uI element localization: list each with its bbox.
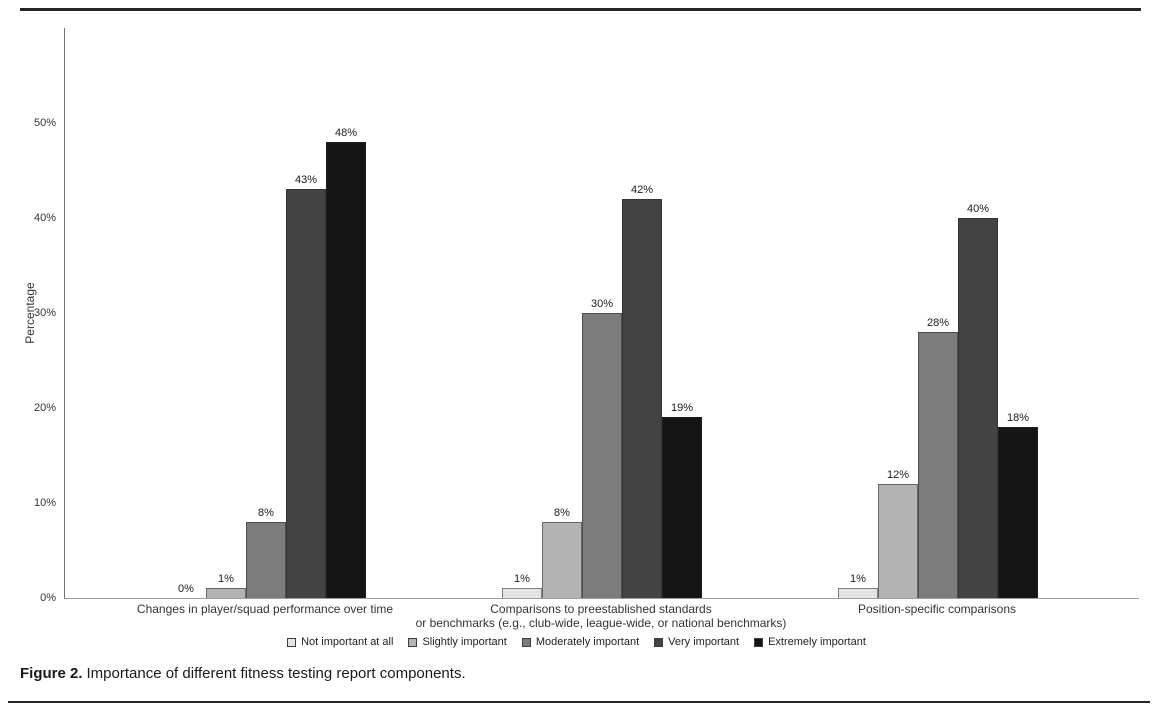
bar (502, 588, 542, 598)
legend-item: Extremely important (754, 636, 866, 648)
bar-value-label: 12% (886, 469, 910, 481)
bar (582, 313, 622, 598)
legend-item: Not important at all (287, 636, 393, 648)
legend-label: Slightly important (422, 636, 507, 648)
legend-swatch (654, 637, 664, 647)
bar (878, 484, 918, 598)
y-tick-label: 20% (33, 402, 56, 414)
category-label: Comparisons to preestablished standards … (415, 602, 787, 630)
top-rule (20, 8, 1141, 11)
bar (246, 522, 286, 598)
legend-item: Very important (654, 636, 739, 648)
legend-swatch (287, 637, 297, 647)
legend-item: Moderately important (521, 636, 640, 648)
bar-value-label: 28% (926, 317, 950, 329)
figure-caption-label: Figure 2. (20, 665, 83, 682)
y-tick-label: 10% (33, 497, 56, 509)
bar (326, 142, 366, 598)
bar (838, 588, 878, 598)
bar-value-label: 48% (334, 127, 358, 139)
y-tick-label: 30% (33, 307, 56, 319)
bottom-rule (8, 701, 1150, 703)
bar (286, 189, 326, 598)
figure-caption-text: Importance of different fitness testing … (86, 665, 466, 682)
bar (542, 522, 582, 598)
legend-swatch (521, 637, 531, 647)
y-tick-label: 50% (33, 117, 56, 129)
bar-value-label: 18% (1006, 412, 1030, 424)
bar (662, 417, 702, 598)
bar-value-label: 1% (850, 573, 866, 585)
bar-value-label: 1% (514, 573, 530, 585)
chart-legend: Not important at all Slightly important Mo… (0, 636, 1153, 648)
bar-value-label: 19% (670, 402, 694, 414)
legend-swatch (754, 637, 764, 647)
bar-value-label: 0% (178, 583, 194, 595)
legend-swatch (408, 637, 418, 647)
bar-value-label: 40% (966, 203, 990, 215)
bar-value-label: 8% (554, 507, 570, 519)
plot-area: 0% 1% 1% 1% 8% 12% 8% 30% 28% 43% 42% 40% 48% 19% 18% (64, 28, 1139, 599)
bar-value-label: 8% (258, 507, 274, 519)
y-tick-label: 0% (40, 592, 56, 604)
bar (622, 199, 662, 598)
legend-label: Not important at all (301, 636, 394, 648)
bar (958, 218, 998, 598)
bar-value-label: 43% (294, 174, 318, 186)
figure-caption: Figure 2. Importance of different fitness… (20, 665, 466, 682)
category-label: Position-specific comparisons (857, 602, 1017, 616)
bar (918, 332, 958, 598)
bar (998, 427, 1038, 598)
bar-value-label: 1% (218, 573, 234, 585)
category-label: Changes in player/squad performance over… (136, 602, 394, 616)
legend-label: Very important (668, 636, 740, 648)
legend-item: Slightly important (408, 636, 507, 648)
y-tick-label: 40% (33, 212, 56, 224)
legend-label: Moderately important (535, 636, 640, 648)
bar-value-label: 42% (630, 184, 654, 196)
bar-value-label: 30% (590, 298, 614, 310)
legend-label: Extremely important (768, 636, 866, 648)
bar (206, 588, 246, 598)
